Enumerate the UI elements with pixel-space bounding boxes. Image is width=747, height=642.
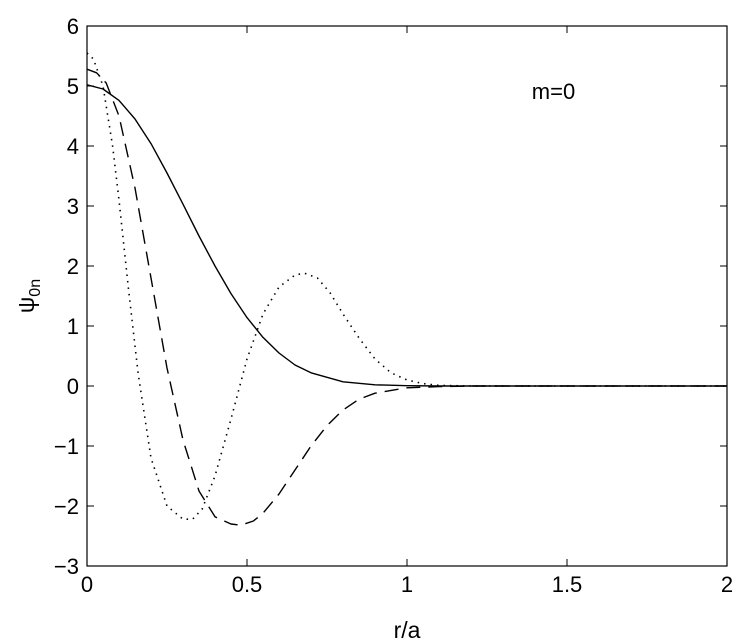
y-tick-label: 6 <box>67 14 79 39</box>
series-line-dotted <box>86 52 727 521</box>
y-tick-label: 0 <box>67 374 79 399</box>
x-tick-label: 0 <box>81 572 93 597</box>
y-tick-label: 4 <box>67 134 79 159</box>
x-axis-label: r/a <box>394 617 421 642</box>
y-tick-label: 1 <box>67 314 79 339</box>
y-tick-label: 2 <box>67 254 79 279</box>
x-tick-label: 0.5 <box>232 572 263 597</box>
y-tick-label: 3 <box>67 194 79 219</box>
y-axis-label: ψ0n <box>13 279 44 313</box>
series-layer <box>86 52 727 526</box>
y-axis-label-subscript: 0n <box>27 279 44 297</box>
axes-box <box>86 25 728 567</box>
y-axis-label-group: ψ0n <box>13 279 44 313</box>
x-tick-label: 1.5 <box>552 572 583 597</box>
series-line-solid <box>86 84 727 387</box>
series-line-dashed <box>86 68 727 526</box>
y-axis-label-symbol: ψ <box>13 297 39 313</box>
y-tick-label: 5 <box>67 74 79 99</box>
y-tick-label: −1 <box>54 434 79 459</box>
y-tick-label: −2 <box>54 494 79 519</box>
y-tick-label: −3 <box>54 554 79 579</box>
x-tick-label: 1 <box>401 572 413 597</box>
annotation-label: m=0 <box>532 79 575 104</box>
x-tick-label: 2 <box>721 572 733 597</box>
tick-layer: 0 0.5 1 1.5 2 −3 −2 −1 0 1 2 3 4 5 6 <box>54 14 733 597</box>
